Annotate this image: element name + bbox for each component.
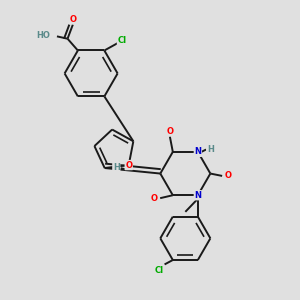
- Text: N: N: [194, 147, 201, 156]
- Text: H: H: [207, 145, 214, 154]
- Text: N: N: [194, 191, 201, 200]
- Text: O: O: [224, 171, 232, 180]
- Text: O: O: [151, 194, 158, 203]
- Text: Cl: Cl: [155, 266, 164, 275]
- Text: O: O: [70, 15, 77, 24]
- Text: O: O: [125, 160, 132, 169]
- Text: O: O: [167, 127, 173, 136]
- Text: Cl: Cl: [118, 36, 127, 45]
- Text: HO: HO: [37, 31, 50, 40]
- Text: H: H: [113, 163, 120, 172]
